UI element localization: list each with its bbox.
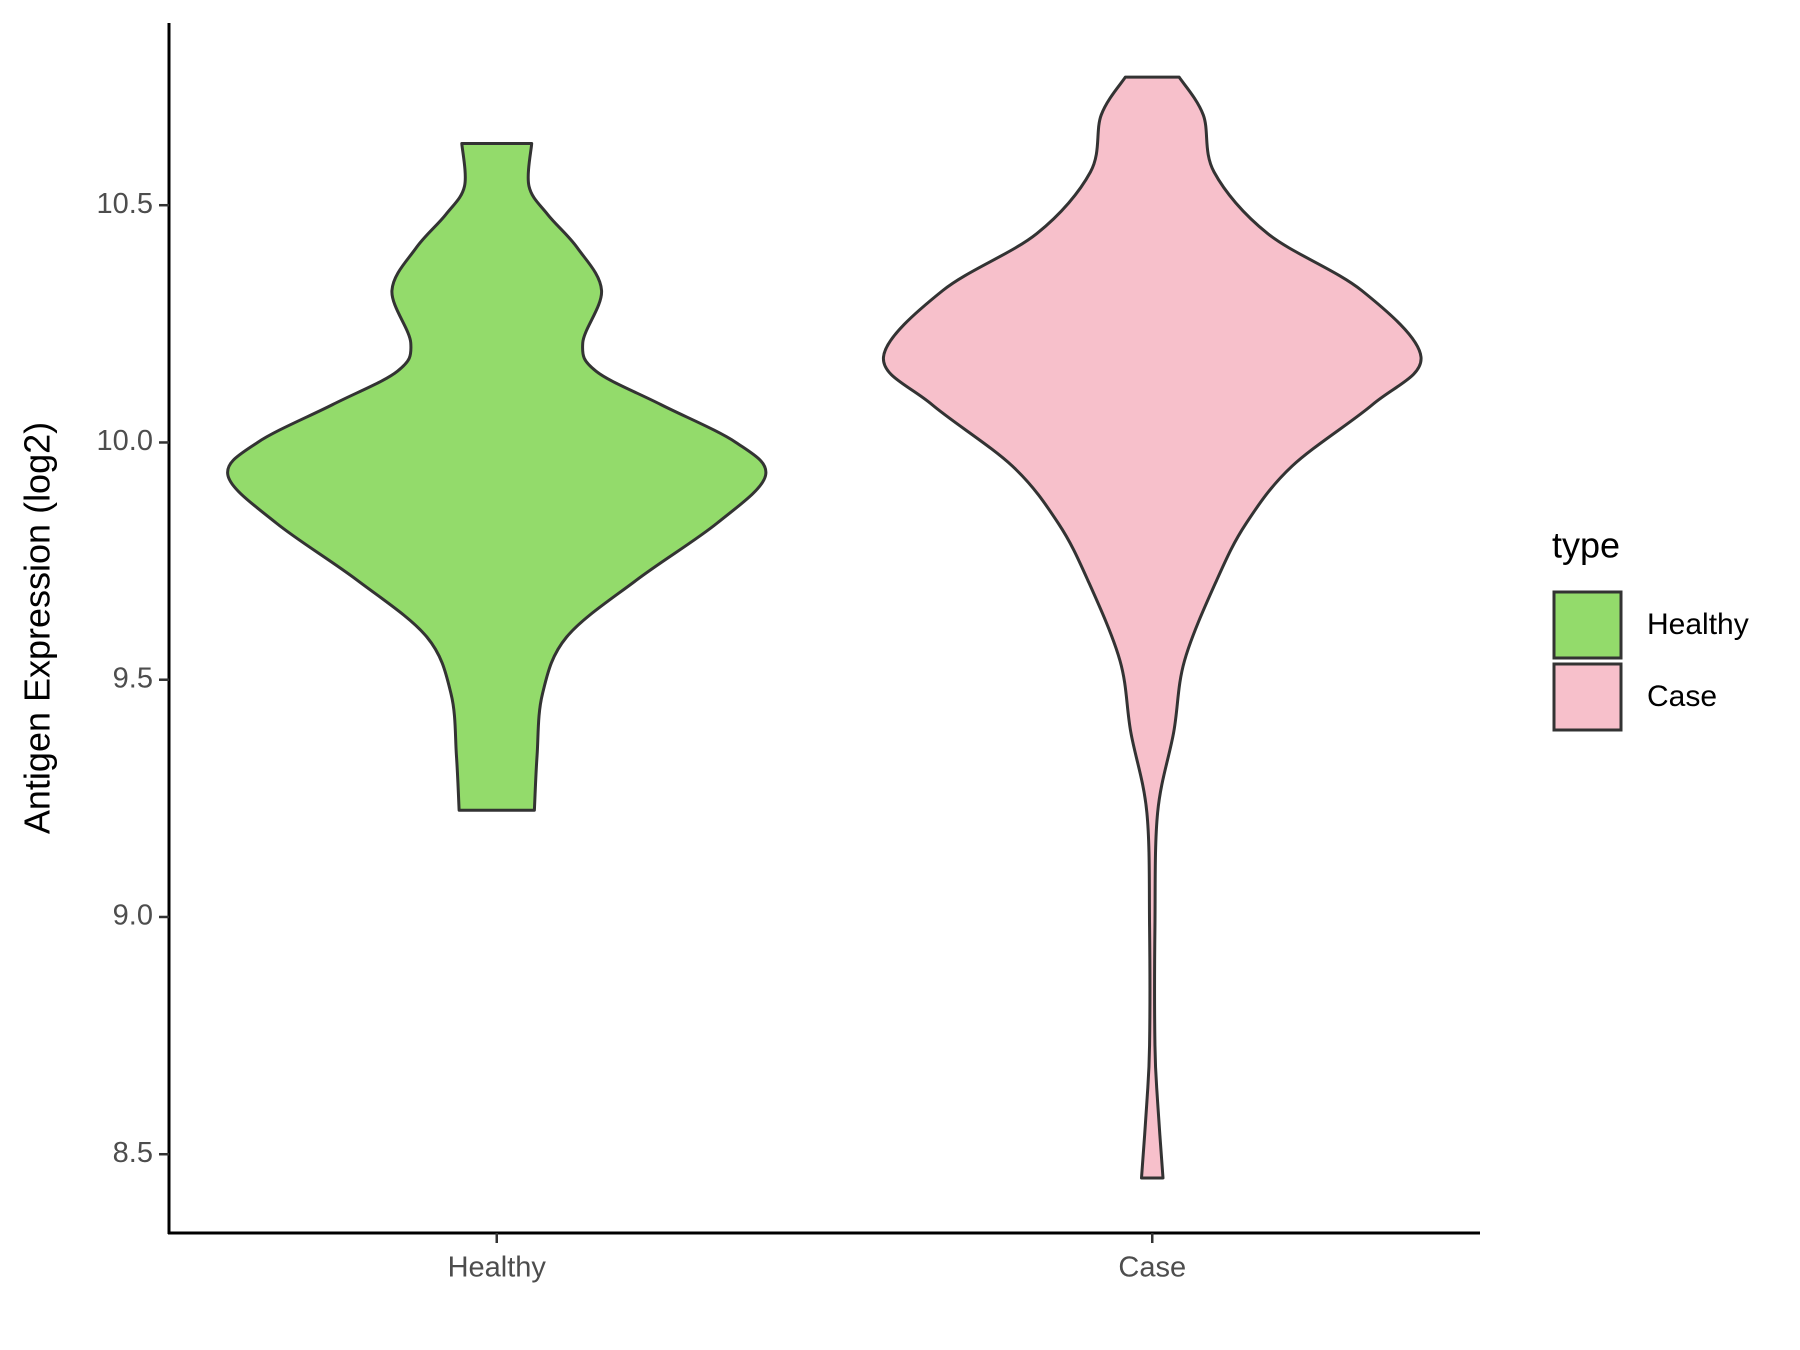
x-tick-label: Case (1118, 1252, 1186, 1284)
y-tick-label: 9.0 (113, 900, 153, 932)
y-tick-label: 10.0 (97, 425, 153, 457)
x-tick-label: Healthy (448, 1252, 547, 1284)
legend-key (1552, 590, 1623, 660)
legend-label: Healthy (1647, 608, 1749, 641)
y-tick-label: 9.5 (113, 662, 153, 694)
legend-key (1552, 662, 1623, 732)
y-tick-label: 8.5 (113, 1137, 153, 1169)
violin (226, 142, 768, 812)
legend-label: Case (1647, 680, 1717, 713)
y-axis-label: Antigen Expression (log2) (17, 422, 58, 834)
violin (881, 75, 1423, 1180)
legend-title: type (1552, 525, 1620, 566)
y-tick-label: 10.5 (97, 188, 153, 220)
